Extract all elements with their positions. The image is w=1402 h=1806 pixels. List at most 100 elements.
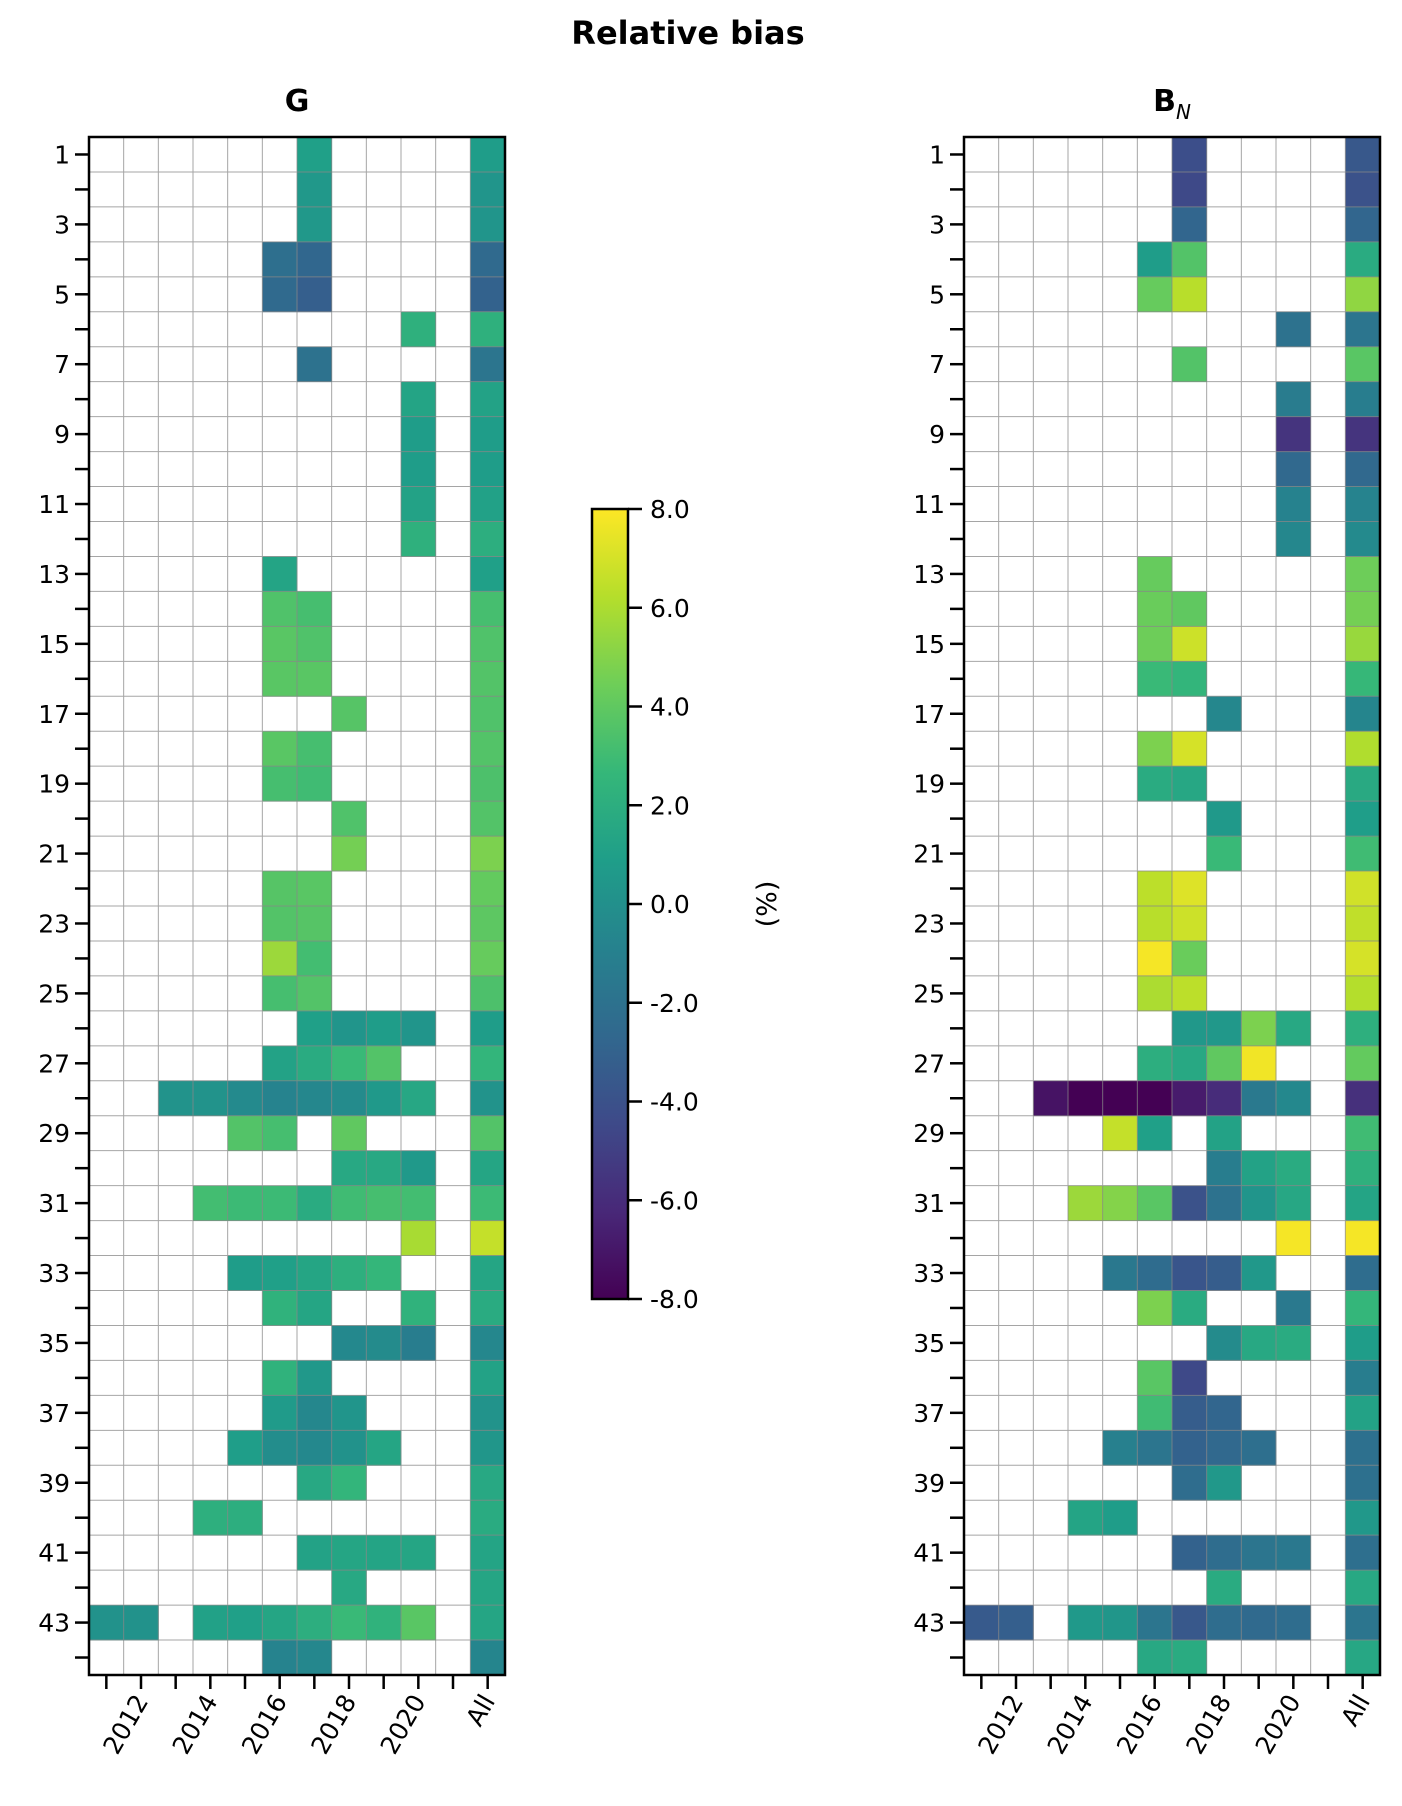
heatmap-cell: [1345, 311, 1381, 348]
heatmap-cell: [1345, 940, 1381, 977]
heatmap-cell: [1033, 1080, 1069, 1117]
heatmap-cell: [401, 451, 437, 487]
y-tick-label: 25: [38, 979, 70, 1008]
heatmap-cell: [1276, 451, 1312, 487]
colorbar-tick-label: 0.0: [650, 890, 690, 919]
heatmap-cell: [470, 1360, 506, 1396]
heatmap-cell: [262, 241, 298, 278]
heatmap-cell: [331, 1325, 367, 1361]
heatmap-cell: [1345, 171, 1381, 208]
heatmap-cell: [1172, 1395, 1208, 1431]
heatmap-cell: [1102, 1255, 1138, 1291]
heatmap-cell: [366, 1255, 402, 1291]
heatmap-cell: [470, 731, 506, 767]
heatmap-cell: [470, 661, 506, 697]
heatmap-cell: [401, 416, 437, 452]
heatmap-cell: [1241, 1045, 1277, 1082]
heatmap-cell: [1345, 521, 1381, 557]
y-tick-label: 29: [38, 1119, 70, 1148]
heatmap-cell: [1276, 521, 1312, 557]
y-tick-label: 31: [913, 1189, 945, 1218]
heatmap-cell: [1172, 731, 1208, 767]
heatmap-cell: [1345, 381, 1381, 418]
heatmap-cell: [262, 940, 298, 977]
heatmap-cell: [1206, 1325, 1242, 1361]
heatmap-cell: [1241, 1010, 1277, 1047]
heatmap-cell: [1102, 1185, 1138, 1221]
x-tick-label: All: [460, 1690, 501, 1731]
y-tick-label: 11: [38, 490, 70, 519]
heatmap-cell: [297, 276, 333, 313]
heatmap-panel-g: G 13579111315171921232527293133353739414…: [38, 84, 507, 1759]
heatmap-cell: [470, 416, 506, 452]
heatmap-cell: [470, 591, 506, 627]
heatmap-cell: [998, 1605, 1034, 1641]
heatmap-cell: [1172, 1640, 1208, 1676]
colorbar-tick-label: -8.0: [650, 1285, 699, 1314]
heatmap-cell: [1345, 1325, 1381, 1361]
heatmap-cell: [89, 1605, 125, 1641]
heatmap-cell: [1345, 206, 1381, 243]
y-tick-label: 11: [913, 490, 945, 519]
heatmap-cell: [1206, 1080, 1242, 1117]
heatmap-cell: [1206, 1535, 1242, 1571]
colorbar-tick-label: 4.0: [650, 693, 690, 722]
heatmap-cell: [1137, 1640, 1173, 1676]
heatmap-cell: [297, 975, 333, 1012]
heatmap-cell: [227, 1605, 263, 1641]
plot-frame: [87, 135, 507, 1677]
heatmap-cell: [1345, 1360, 1381, 1396]
y-tick-label: 13: [913, 560, 945, 589]
heatmap-cell: [262, 1605, 298, 1641]
heatmap-cell: [1172, 171, 1208, 208]
y-tick-label: 33: [913, 1259, 945, 1288]
heatmap-cell: [262, 1430, 298, 1466]
heatmap-cell: [470, 1045, 506, 1082]
heatmap-cell: [1276, 416, 1312, 452]
heatmap-cell: [297, 1535, 333, 1571]
heatmap-cell: [366, 1080, 402, 1117]
y-tick-label: 23: [913, 909, 945, 938]
heatmap-cell: [1137, 1430, 1173, 1466]
heatmap-cell: [1276, 1080, 1312, 1117]
heatmap-cell: [401, 1290, 437, 1326]
panel-title: G: [285, 84, 310, 119]
heatmap-cell: [1172, 1360, 1208, 1396]
heatmap-cell: [1345, 1500, 1381, 1536]
y-tick-label: 13: [38, 560, 70, 589]
heatmap-cell: [1137, 906, 1173, 942]
y-tick-label: 9: [54, 420, 70, 449]
heatmap-cell: [262, 591, 298, 627]
heatmap-cell: [1345, 626, 1381, 662]
heatmap-cell: [1206, 1430, 1242, 1466]
heatmap-cell: [470, 241, 506, 278]
heatmap-cell: [1241, 1605, 1277, 1641]
heatmap-cell: [1241, 1255, 1277, 1291]
heatmap-cell: [470, 311, 506, 348]
heatmap-cell: [227, 1255, 263, 1291]
y-tick-label: 37: [913, 1399, 945, 1428]
heatmap-cell: [366, 1535, 402, 1571]
colorbar-tick-label: -4.0: [650, 1088, 699, 1117]
heatmap-cell: [1345, 1290, 1381, 1326]
plot-frame: [962, 135, 1382, 1677]
heatmap-cell: [1137, 1115, 1173, 1152]
heatmap-cell: [470, 1535, 506, 1571]
heatmap-cell: [470, 486, 506, 522]
x-tick-label: 2020: [1250, 1690, 1307, 1760]
heatmap-cell: [1137, 1360, 1173, 1396]
heatmap-cell: [297, 346, 333, 383]
heatmap-cell: [1137, 766, 1173, 802]
y-tick-label: 1: [54, 140, 70, 169]
heatmap-cell: [401, 1535, 437, 1571]
heatmap-cell: [1276, 1605, 1312, 1641]
heatmap-cell: [470, 1010, 506, 1047]
heatmap-cell: [193, 1080, 229, 1117]
y-tick-label: 41: [38, 1539, 70, 1568]
y-tick-label: 43: [913, 1609, 945, 1638]
x-tick-label: All: [1335, 1690, 1376, 1731]
heatmap-cell: [1241, 1150, 1277, 1187]
heatmap-cell: [1345, 1395, 1381, 1431]
heatmap-cell: [297, 1430, 333, 1466]
y-tick-label: 17: [38, 700, 70, 729]
